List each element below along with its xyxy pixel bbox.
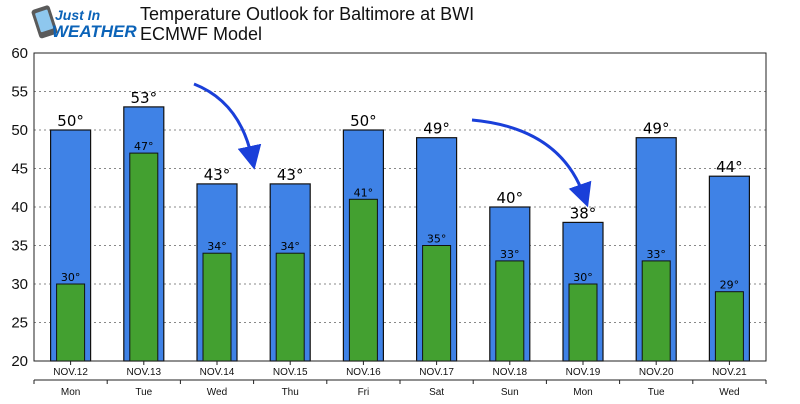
plot-frame	[33, 52, 767, 362]
y-tick-label: 60	[11, 45, 28, 62]
x-date-label: NOV.20	[639, 367, 674, 378]
low-temp-bar	[495, 260, 525, 362]
low-temp-bar	[641, 260, 671, 362]
y-tick-label: 55	[11, 84, 28, 101]
y-tick-label: 50	[11, 122, 28, 139]
x-day-label: Fri	[358, 387, 370, 398]
low-temp-label: 41°	[354, 186, 374, 199]
high-temp-label: 43°	[277, 166, 304, 184]
logo-line1: Just In	[55, 7, 100, 23]
x-day-label: Sat	[429, 387, 444, 398]
y-tick-label: 25	[11, 315, 28, 332]
low-temp-label: 47°	[134, 140, 154, 153]
low-temp-label: 33°	[646, 248, 666, 261]
low-temp-label: 29°	[720, 279, 740, 292]
x-date-label: NOV.18	[492, 367, 527, 378]
high-temp-label: 50°	[57, 112, 84, 130]
high-temp-label: 43°	[204, 166, 231, 184]
low-temp-label: 33°	[500, 248, 520, 261]
y-tick-label: 45	[11, 161, 28, 178]
x-date-label: NOV.12	[53, 367, 88, 378]
y-tick-label: 20	[11, 353, 28, 370]
high-temp-label: 44°	[716, 158, 743, 176]
high-temp-label: 38°	[570, 204, 597, 222]
low-temp-bar	[568, 283, 598, 362]
low-temp-bar	[202, 252, 232, 362]
trend-arrow-1	[193, 82, 262, 170]
chart-title: Temperature Outlook for Baltimore at BWI	[140, 4, 474, 24]
x-date-label: NOV.14	[200, 367, 235, 378]
high-temp-label: 40°	[497, 189, 524, 207]
low-temp-bar	[129, 152, 159, 362]
low-temp-bar	[714, 291, 744, 362]
high-temp-label: 53°	[131, 89, 158, 107]
trend-arrow-2	[471, 118, 592, 208]
chart-subtitle: ECMWF Model	[140, 24, 262, 44]
high-temp-label: 49°	[643, 120, 670, 138]
y-tick-label: 35	[11, 238, 28, 255]
low-temp-label: 30°	[573, 271, 593, 284]
low-temp-bar	[275, 252, 305, 362]
x-day-label: Mon	[573, 387, 592, 398]
x-date-label: NOV.17	[419, 367, 454, 378]
x-date-label: NOV.13	[126, 367, 161, 378]
y-tick-label: 30	[11, 276, 28, 293]
low-temp-bar	[348, 198, 378, 362]
x-day-label: Sun	[501, 387, 519, 398]
low-temp-bar	[422, 245, 452, 362]
y-tick-label: 40	[11, 199, 28, 216]
x-date-label: NOV.15	[273, 367, 308, 378]
low-temp-label: 34°	[207, 240, 227, 253]
x-date-label: NOV.16	[346, 367, 381, 378]
x-day-label: Tue	[135, 387, 152, 398]
x-day-label: Wed	[207, 387, 227, 398]
high-temp-label: 50°	[350, 112, 377, 130]
high-temp-label: 49°	[423, 120, 450, 138]
low-temp-bar	[56, 283, 86, 362]
low-temp-label: 30°	[61, 271, 81, 284]
x-day-label: Tue	[648, 387, 665, 398]
x-day-label: Thu	[282, 387, 299, 398]
x-date-label: NOV.19	[566, 367, 601, 378]
low-temp-label: 34°	[280, 240, 300, 253]
x-date-label: NOV.21	[712, 367, 747, 378]
x-day-label: Mon	[61, 387, 80, 398]
x-day-label: Wed	[719, 387, 739, 398]
logo-line2: WEATHER	[52, 22, 137, 41]
low-temp-label: 35°	[427, 233, 447, 246]
phone-screen	[35, 9, 54, 33]
just-in-weather-logo: Just In WEATHER	[31, 5, 137, 41]
